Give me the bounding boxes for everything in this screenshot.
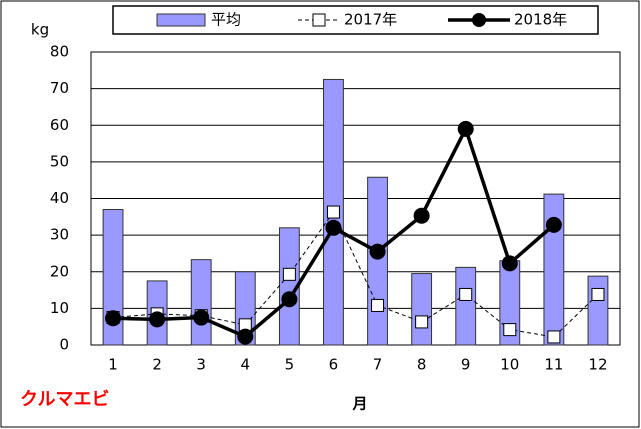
legend-label: 2017年: [344, 11, 397, 29]
bar: [543, 193, 565, 346]
x-tick-label: 12: [588, 356, 607, 374]
legend-swatch: [156, 13, 206, 27]
x-tick-label: 7: [373, 356, 383, 374]
legend-swatch: [312, 13, 326, 27]
x-tick-label: 8: [417, 356, 427, 374]
marker: [547, 330, 561, 344]
annotation: クルマエビ: [20, 389, 109, 410]
y-tick-label: 30: [50, 226, 69, 244]
marker: [369, 243, 386, 260]
bar: [367, 176, 388, 346]
y-tick-label: 0: [59, 336, 69, 354]
x-tick-label: 2: [152, 356, 162, 374]
bar: [190, 259, 212, 346]
marker: [503, 323, 517, 337]
marker: [545, 216, 562, 233]
y-tick-label: 10: [50, 299, 69, 317]
marker: [326, 205, 340, 219]
x-tick-label: 1: [108, 356, 118, 374]
marker: [591, 287, 605, 301]
marker: [415, 315, 429, 329]
x-tick-label: 6: [329, 356, 339, 374]
y-tick-label: 80: [50, 43, 69, 61]
marker: [371, 298, 385, 312]
x-tick-label: 4: [241, 356, 251, 374]
marker: [149, 311, 166, 328]
x-tick-label: 10: [500, 356, 519, 374]
y-tick-label: 40: [50, 189, 69, 207]
marker: [105, 310, 122, 327]
marker: [282, 267, 296, 281]
legend-label: 2018年: [514, 11, 567, 29]
marker: [459, 287, 473, 301]
marker: [193, 309, 210, 326]
y-tick-label: 20: [50, 262, 69, 280]
x-tick-label: 11: [544, 356, 563, 374]
x-tick-label: 5: [285, 356, 295, 374]
y-tick-label: 70: [50, 79, 69, 97]
bar: [455, 266, 477, 346]
bar: [587, 275, 609, 346]
marker: [325, 219, 342, 236]
y-tick-label: 60: [50, 116, 69, 134]
marker: [501, 255, 518, 272]
marker: [413, 207, 430, 224]
legend-label: 平均: [211, 11, 241, 29]
y-axis-label: kg: [31, 21, 49, 39]
y-tick-label: 50: [50, 152, 69, 170]
bar: [411, 273, 433, 346]
marker: [457, 120, 474, 137]
marker: [237, 328, 254, 345]
x-tick-label: 3: [196, 356, 206, 374]
marker: [281, 291, 298, 308]
line: [113, 211, 599, 338]
x-axis-label: 月: [351, 395, 367, 413]
x-tick-label: 9: [461, 356, 471, 374]
legend-swatch: [472, 13, 486, 27]
